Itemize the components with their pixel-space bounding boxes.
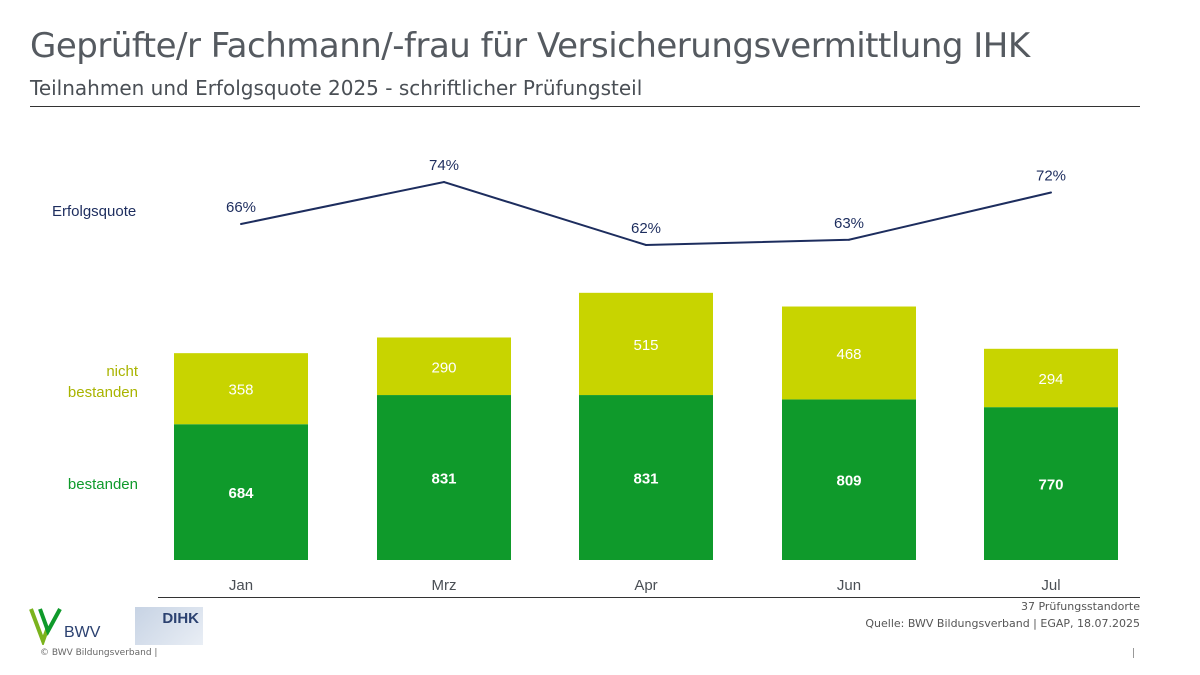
bar-nicht-bestanden-jan [174,353,308,425]
legend-nicht-bestanden: bestanden [68,384,138,401]
label-erfolgsquote-apr: 62% [631,220,661,237]
legend-erfolgsquote: Erfolgsquote [52,203,136,220]
bar-bestanden-mrz [377,395,511,560]
bar-bestanden-jul [984,407,1118,560]
bar-nicht-bestanden-jul [984,348,1118,408]
bwv-logo-icon [29,608,62,647]
label-erfolgsquote-jan: 66% [226,199,256,216]
point-erfolgsquote-jul [1050,191,1052,194]
label-nicht-bestanden-jan: 358 [228,382,253,399]
page-subtitle: Teilnahmen und Erfolgsquote 2025 - schri… [30,76,643,100]
x-tick-jul: Jul [1041,577,1060,594]
bar-nicht-bestanden-apr [579,292,713,396]
bar-bestanden-jan [174,424,308,560]
copyright-note: © BWV Bildungsverband | [40,648,158,658]
point-erfolgsquote-mrz [443,181,445,183]
point-erfolgsquote-apr [645,244,647,246]
x-tick-jun: Jun [837,577,861,594]
label-bestanden-jun: 809 [836,473,861,490]
label-nicht-bestanden-jun: 468 [836,346,861,363]
label-erfolgsquote-jul: 72% [1036,168,1066,185]
x-tick-apr: Apr [634,577,657,594]
point-erfolgsquote-jan [240,223,242,225]
legend-bestanden: bestanden [68,476,138,493]
label-nicht-bestanden-mrz: 290 [431,359,456,376]
label-bestanden-jan: 684 [228,485,254,502]
chart-legend: Erfolgsquote nicht bestanden bestanden [52,203,139,493]
bar-bestanden-jun [782,399,916,560]
label-bestanden-jul: 770 [1038,477,1063,494]
label-erfolgsquote-jun: 63% [834,215,864,232]
bwv-logo-text: BWV [64,624,101,641]
locations-note: 37 Prüfungsstandorte [1020,600,1140,613]
label-bestanden-apr: 831 [633,471,658,488]
page-title: Geprüfte/r Fachmann/-frau für Versicheru… [30,26,1030,66]
bar-nicht-bestanden-mrz [377,337,511,396]
bwv-logo [28,605,108,647]
axis-baseline [158,597,1140,598]
dihk-logo-text: DIHK [162,610,199,627]
bar-bestanden-apr [579,395,713,560]
x-axis-ticks: Jan Mrz Apr Jun Jul [229,577,1061,594]
bar-nicht-bestanden-jun [782,306,916,400]
x-tick-jan: Jan [229,577,253,594]
label-erfolgsquote-mrz: 74% [429,157,459,174]
dihk-logo: DIHK [135,607,203,645]
legend-nicht: nicht [106,363,139,380]
label-nicht-bestanden-apr: 515 [633,337,658,354]
source-note: Quelle: BWV Bildungsverband | EGAP, 18.0… [865,617,1140,630]
line-group: 66% 74% 62% 63% 72% [226,157,1066,247]
page-number-divider [1133,648,1134,658]
bar-group: 684 358 831 290 831 515 809 468 770 294 [174,292,1118,560]
point-erfolgsquote-jun [848,238,850,241]
label-nicht-bestanden-jul: 294 [1038,371,1063,388]
x-tick-mrz: Mrz [432,577,457,594]
label-bestanden-mrz: 831 [431,471,456,488]
header-divider [30,106,1140,107]
